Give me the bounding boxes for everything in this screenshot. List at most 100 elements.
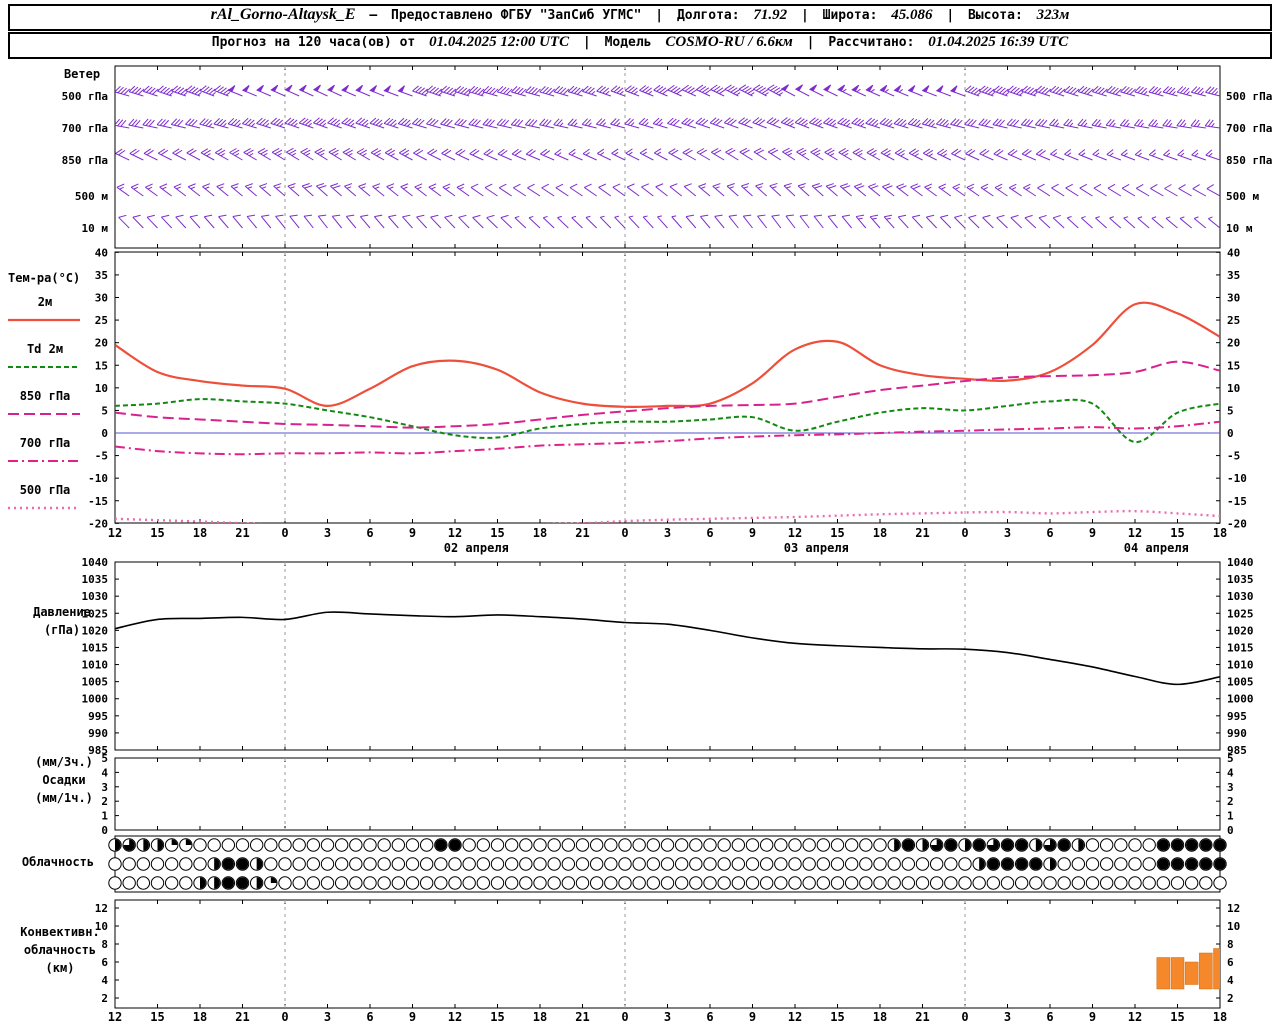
wind-barb (626, 183, 640, 197)
wind-barb (1133, 119, 1150, 129)
wind-barb (696, 84, 712, 97)
wind-barb (907, 85, 923, 97)
cloud-symbol (462, 838, 476, 852)
conv-ytick-left: 8 (101, 938, 108, 951)
wind-barb (128, 85, 145, 97)
cloud-symbol (519, 876, 533, 890)
wind-barb (641, 183, 654, 197)
wind-barb (567, 118, 583, 129)
time-tick-label: 21 (575, 526, 589, 540)
wind-barb (880, 148, 895, 161)
wind-barb (510, 118, 526, 129)
cloud-symbol (306, 838, 321, 852)
cloud-symbol (193, 857, 207, 871)
precip-ytick-left: 3 (101, 781, 108, 794)
time-tick-label: 6 (366, 1010, 373, 1024)
cloud-symbol (1213, 857, 1227, 871)
precip-ytick-right: 1 (1227, 810, 1234, 823)
wind-barb (172, 148, 187, 161)
wind-barb (1052, 214, 1065, 229)
pressure-ytick-left: 1035 (82, 573, 109, 586)
pressure-ytick-right: 1000 (1227, 693, 1254, 706)
temp-ytick-right: -5 (1227, 450, 1240, 463)
wind-barb (794, 117, 810, 129)
wind-barb (300, 147, 314, 161)
cloud-symbol (249, 838, 264, 852)
wind-barb (1205, 86, 1220, 97)
wind-barb (1109, 216, 1122, 229)
wind-barb (767, 147, 782, 161)
time-tick-label: 12 (108, 1010, 122, 1024)
wind-barb (514, 215, 527, 229)
cloud-symbol (434, 857, 448, 871)
wind-barb (653, 84, 670, 97)
cloud-symbol (674, 857, 689, 871)
wind-barb (897, 214, 909, 229)
time-tick-label: 21 (575, 1010, 589, 1024)
cloud-symbol (476, 838, 491, 852)
wind-barb (256, 117, 271, 129)
cloud-symbol (164, 857, 179, 871)
wind-barb (241, 117, 257, 129)
wind-barb (171, 85, 188, 97)
wind-level-label-right: 500 гПа (1226, 90, 1272, 103)
wind-barb (625, 148, 640, 161)
wind-barb (541, 183, 555, 197)
cloud-symbol (179, 876, 193, 890)
wind-barb (1177, 149, 1192, 161)
cloud-symbol (490, 876, 505, 890)
cloud-symbol (207, 857, 221, 871)
cloud-symbol (122, 838, 136, 852)
wind-barb (316, 183, 328, 197)
wind-barb (639, 85, 654, 97)
wind-barb (841, 214, 853, 229)
temp-ytick-right: 30 (1227, 292, 1240, 305)
cloud-symbol (391, 838, 406, 852)
cloud-symbol (830, 838, 845, 852)
wind-barb (383, 85, 399, 97)
convective-cloud-bar (1213, 948, 1220, 990)
calc-label: Рассчитано: (828, 35, 915, 50)
precip-ytick-right: 2 (1227, 795, 1234, 808)
wind-barb (1123, 216, 1136, 229)
cloud-symbol (476, 876, 491, 890)
cloud-symbol (660, 876, 675, 890)
wind-barb (273, 183, 286, 197)
time-tick-label: 12 (108, 526, 122, 540)
time-tick-label: 12 (448, 526, 462, 540)
wind-barb (767, 84, 784, 97)
temp-ytick-right: -20 (1227, 517, 1247, 530)
cloud-symbol (448, 876, 462, 890)
time-tick-label: 18 (533, 1010, 547, 1024)
cloud-symbol (547, 857, 561, 871)
time-tick-label: 3 (664, 1010, 671, 1024)
pressure-ytick-right: 1040 (1227, 556, 1254, 569)
wind-barb (388, 214, 399, 229)
wind-barb (270, 117, 286, 129)
cloud-symbol (1014, 838, 1029, 852)
cloud-symbol (859, 876, 873, 890)
wind-barb (883, 214, 895, 229)
wind-barb (444, 214, 456, 229)
wind-barb (143, 148, 158, 161)
wind-barb (568, 148, 583, 161)
wind-barb (257, 147, 272, 161)
time-tick-label: 9 (749, 1010, 756, 1024)
cloud-symbol (504, 857, 519, 871)
wind-barb (301, 183, 314, 197)
cloud-symbol (405, 857, 420, 871)
pressure-ytick-left: 1040 (82, 556, 109, 569)
wind-barb (980, 183, 994, 197)
cloud-symbol (1199, 838, 1213, 852)
wind-level-label-left: 10 м (82, 222, 109, 235)
conv-ytick-left: 6 (101, 956, 108, 969)
wind-barb (1092, 149, 1107, 161)
wind-barb (612, 183, 626, 197)
header-line1: rAl_Gorno-Altaysk_E — Предоставлено ФГБУ… (8, 4, 1272, 31)
cloud-symbol (391, 876, 406, 890)
wind-barb (1038, 214, 1051, 229)
wind-barb (156, 118, 172, 129)
model-value: COSMO-RU / 6.6км (665, 34, 793, 50)
wind-barb (374, 214, 385, 229)
wind-barb (1120, 149, 1136, 161)
